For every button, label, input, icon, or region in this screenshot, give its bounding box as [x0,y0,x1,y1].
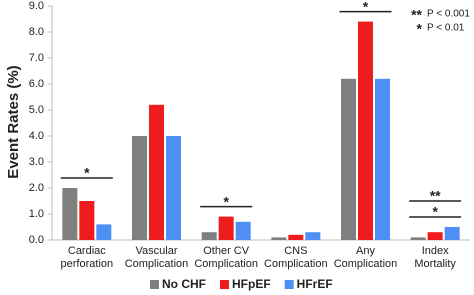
bar [288,234,304,240]
significance-mark: * [84,165,90,181]
x-tick-label: Index Mortality [414,245,456,270]
bar [79,201,95,240]
bar [166,136,181,240]
legend-swatch [150,280,159,289]
bar [427,232,443,240]
bar [271,237,287,240]
x-tick-label: Cardiac perforation [60,245,114,270]
x-tick-label: Any Complication [333,245,398,270]
significance-mark: * [223,193,229,209]
y-tick-label: 4.0 [29,130,44,142]
bar [218,216,234,240]
y-tick-label: 7.0 [29,52,44,64]
legend-label: HFpEF [232,277,271,291]
key-symbol: * [417,21,423,37]
y-tick-label: 1.0 [29,208,44,220]
legend-label: HFrEF [297,277,333,291]
y-tick-label: 9.0 [29,0,44,12]
legend-label: No CHF [162,277,206,291]
y-tick-label: 0.0 [29,234,44,246]
bar [305,232,321,240]
key-text: P < 0.001 [427,9,470,20]
bar [235,221,251,240]
significance-mark: * [363,0,369,14]
bar [358,21,373,240]
bar [444,227,460,240]
x-tick-label: Vascular Complication [124,245,189,270]
y-tick-label: 2.0 [29,182,44,194]
bar [410,237,426,240]
legend-swatch [220,280,229,289]
significance-mark: * [432,204,438,220]
y-tick-label: 5.0 [29,104,44,116]
x-tick-label: CNS Complication [264,245,328,270]
x-tick-label: Other CV Complication [194,245,258,270]
y-tick-label: 6.0 [29,78,44,90]
significance-mark: ** [430,188,441,204]
bar [341,78,356,240]
bar [62,188,78,240]
bar [149,104,164,240]
bar [96,224,112,240]
bar [201,232,217,240]
legend-swatch [284,280,294,289]
key-text: P < 0.01 [427,23,465,34]
y-tick-label: 3.0 [29,156,44,168]
y-tick-label: 8.0 [29,26,44,38]
key-symbol: ** [411,7,422,23]
bar [132,136,147,240]
bar [375,78,390,240]
y-axis-label: Event Rates (%) [5,65,22,178]
